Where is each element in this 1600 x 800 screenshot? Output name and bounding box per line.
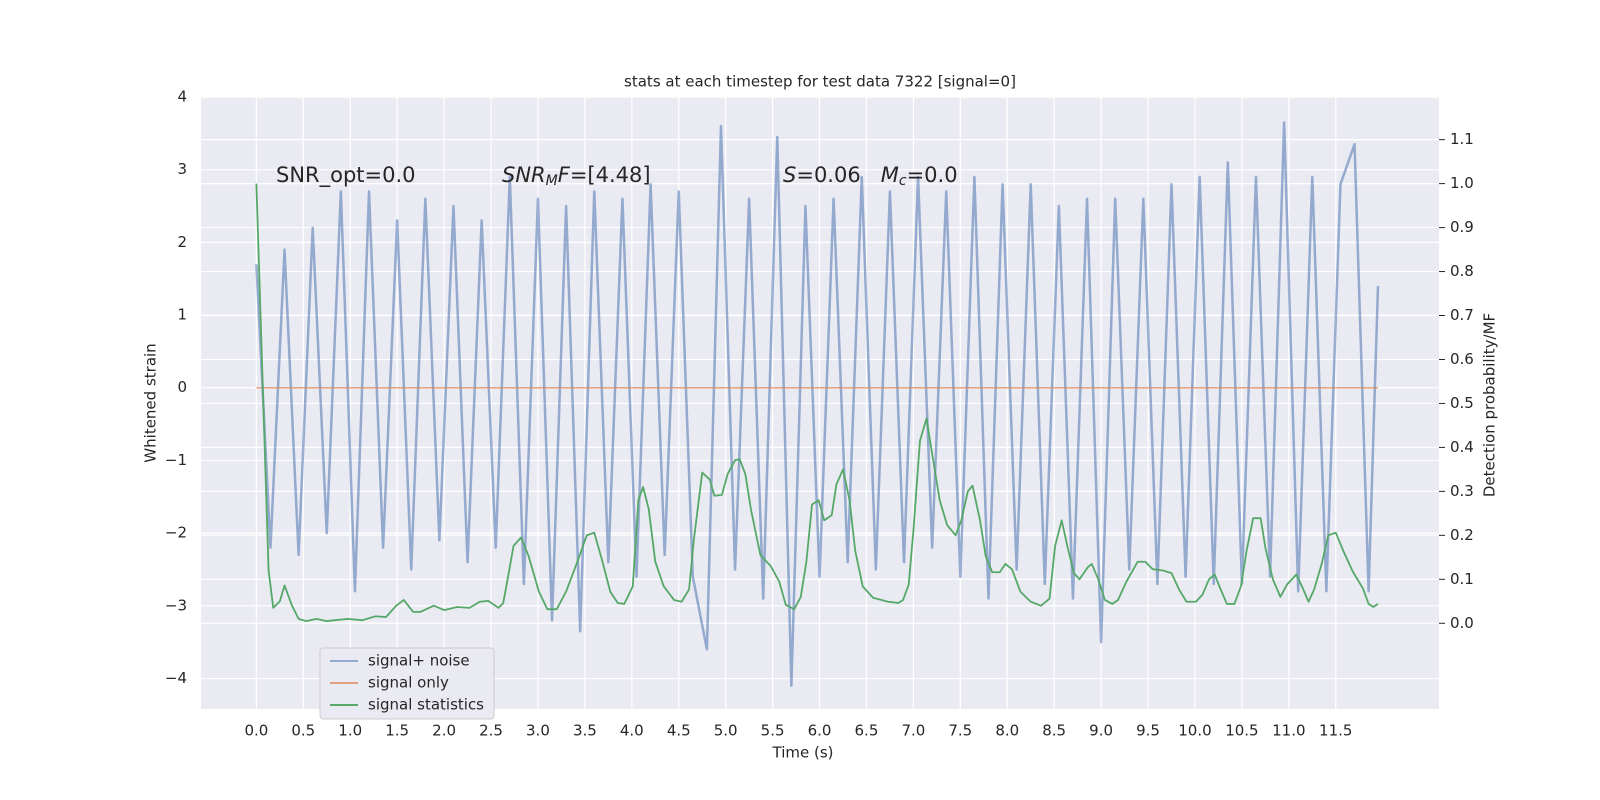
legend: signal+ noise signal only signal statistic… bbox=[319, 647, 495, 720]
annotation-part: c bbox=[899, 173, 907, 189]
marks bbox=[255, 121, 1380, 687]
y2-tick-label: 0.1 bbox=[1450, 570, 1474, 588]
y2-tick-label: 0.0 bbox=[1450, 614, 1474, 632]
y-tick-label: 1 bbox=[177, 306, 187, 324]
y2-tick-label: 0.8 bbox=[1450, 262, 1474, 280]
y2-tick-label: 0.2 bbox=[1450, 526, 1474, 544]
x-tick-label: 1.0 bbox=[338, 722, 362, 740]
x-tick-label: 2.0 bbox=[432, 722, 456, 740]
legend-label: signal only bbox=[368, 674, 449, 692]
annotation-part: =0.0 bbox=[907, 163, 958, 187]
x-tick-label: 8.0 bbox=[995, 722, 1019, 740]
annotation-part: SNR_opt=0.0 bbox=[276, 163, 416, 188]
x-tick-label: 1.5 bbox=[385, 722, 409, 740]
x-tick-label: 6.5 bbox=[855, 722, 879, 740]
y-tick-label: −3 bbox=[165, 596, 187, 614]
annotation: SNR_opt=0.0 bbox=[276, 163, 416, 188]
chart-title: stats at each timestep for test data 732… bbox=[624, 73, 1016, 91]
y-tick-label: 2 bbox=[177, 233, 187, 251]
x-tick-label: 9.0 bbox=[1089, 722, 1113, 740]
annotation-part: S bbox=[783, 163, 796, 187]
labels: 0.0 0.5 1.0 1.5 2.0 2.5 3.0 3.5 4.0 4.5 5.0 5.5 6.0 6… bbox=[165, 88, 1474, 740]
x-tick-label: 0.0 bbox=[244, 722, 268, 740]
y-tick-label: −2 bbox=[165, 524, 187, 542]
legend-label: signal+ noise bbox=[368, 652, 470, 670]
annotation-part: F bbox=[558, 163, 571, 187]
legend-label: signal statistics bbox=[368, 696, 484, 714]
x-axis-label: Time (s) bbox=[772, 744, 834, 762]
series-line bbox=[255, 183, 1379, 622]
x-tick-label: 2.5 bbox=[479, 722, 503, 740]
annotation: SNRMF=[4.48] bbox=[502, 163, 651, 189]
y2-tick-label: 0.3 bbox=[1450, 482, 1474, 500]
y2-tick-label: 0.6 bbox=[1450, 350, 1474, 368]
y2-axis-label: Detection probability/MF bbox=[1481, 313, 1499, 497]
annotation: S=0.06 Mc=0.0 bbox=[783, 163, 958, 189]
annotation-part: =[4.48] bbox=[570, 163, 651, 187]
annotation-part: =0.06 bbox=[796, 163, 880, 187]
y2-tick-label: 0.4 bbox=[1450, 438, 1474, 456]
x-tick-label: 11.0 bbox=[1272, 722, 1305, 740]
y-tick-label: −1 bbox=[165, 451, 187, 469]
x-tick-label: 0.5 bbox=[291, 722, 315, 740]
legend-box bbox=[319, 647, 495, 720]
y-tick-label: 4 bbox=[177, 88, 187, 106]
x-tick-label: 10.0 bbox=[1178, 722, 1211, 740]
x-tick-label: 4.5 bbox=[667, 722, 691, 740]
x-tick-label: 8.5 bbox=[1042, 722, 1066, 740]
y2-tick-label: 0.9 bbox=[1450, 218, 1474, 236]
annotation-part: M bbox=[881, 163, 899, 187]
y2-tick-label: 0.7 bbox=[1450, 306, 1474, 324]
x-tick-label: 5.5 bbox=[761, 722, 785, 740]
annotation-part: SNR bbox=[502, 163, 546, 187]
y-axis-label: Whitened strain bbox=[142, 343, 160, 462]
x-tick-label: 3.0 bbox=[526, 722, 550, 740]
x-tick-label: 4.0 bbox=[620, 722, 644, 740]
y-tick-label: 3 bbox=[177, 160, 187, 178]
x-tick-label: 11.5 bbox=[1319, 722, 1352, 740]
y2-tick-label: 1.1 bbox=[1450, 130, 1474, 148]
x-tick-label: 5.0 bbox=[714, 722, 738, 740]
x-tick-label: 7.5 bbox=[948, 722, 972, 740]
x-tick-label: 7.0 bbox=[901, 722, 925, 740]
x-tick-label: 9.5 bbox=[1136, 722, 1160, 740]
x-tick-label: 6.0 bbox=[808, 722, 832, 740]
x-tick-label: 10.5 bbox=[1225, 722, 1258, 740]
y-tick-label: −4 bbox=[165, 669, 187, 687]
x-tick-label: 3.5 bbox=[573, 722, 597, 740]
annotation-part: M bbox=[546, 173, 558, 189]
y-tick-label: 0 bbox=[177, 378, 187, 396]
y2-tick-label: 0.5 bbox=[1450, 394, 1474, 412]
series-line bbox=[255, 121, 1380, 687]
y2-tick-label: 1.0 bbox=[1450, 174, 1474, 192]
